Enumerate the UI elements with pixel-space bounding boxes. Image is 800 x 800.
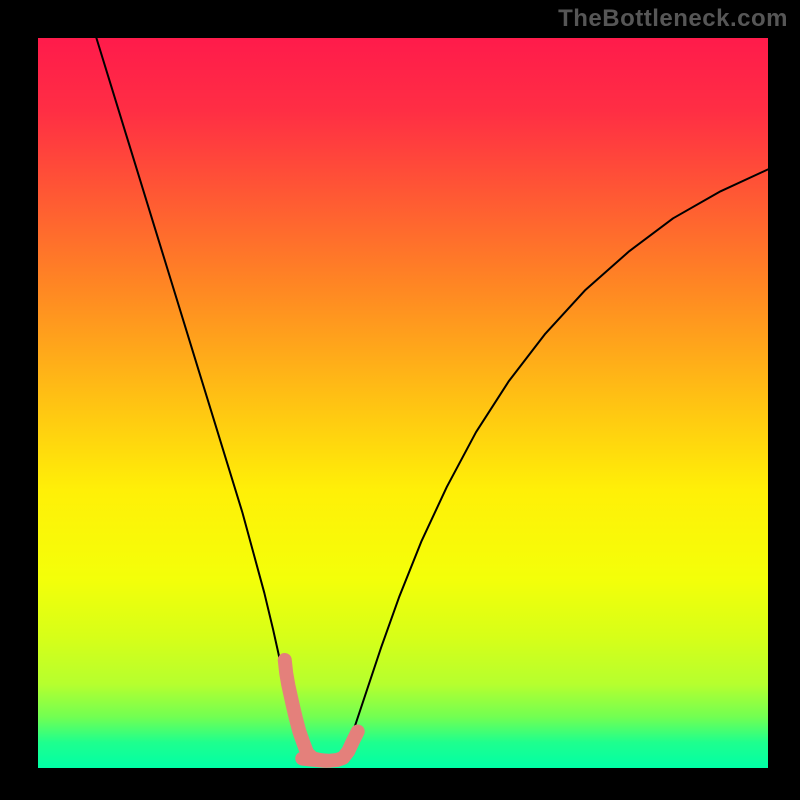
plot-background <box>38 38 768 768</box>
canvas: TheBottleneck.com <box>0 0 800 800</box>
bottleneck-chart <box>0 0 800 800</box>
